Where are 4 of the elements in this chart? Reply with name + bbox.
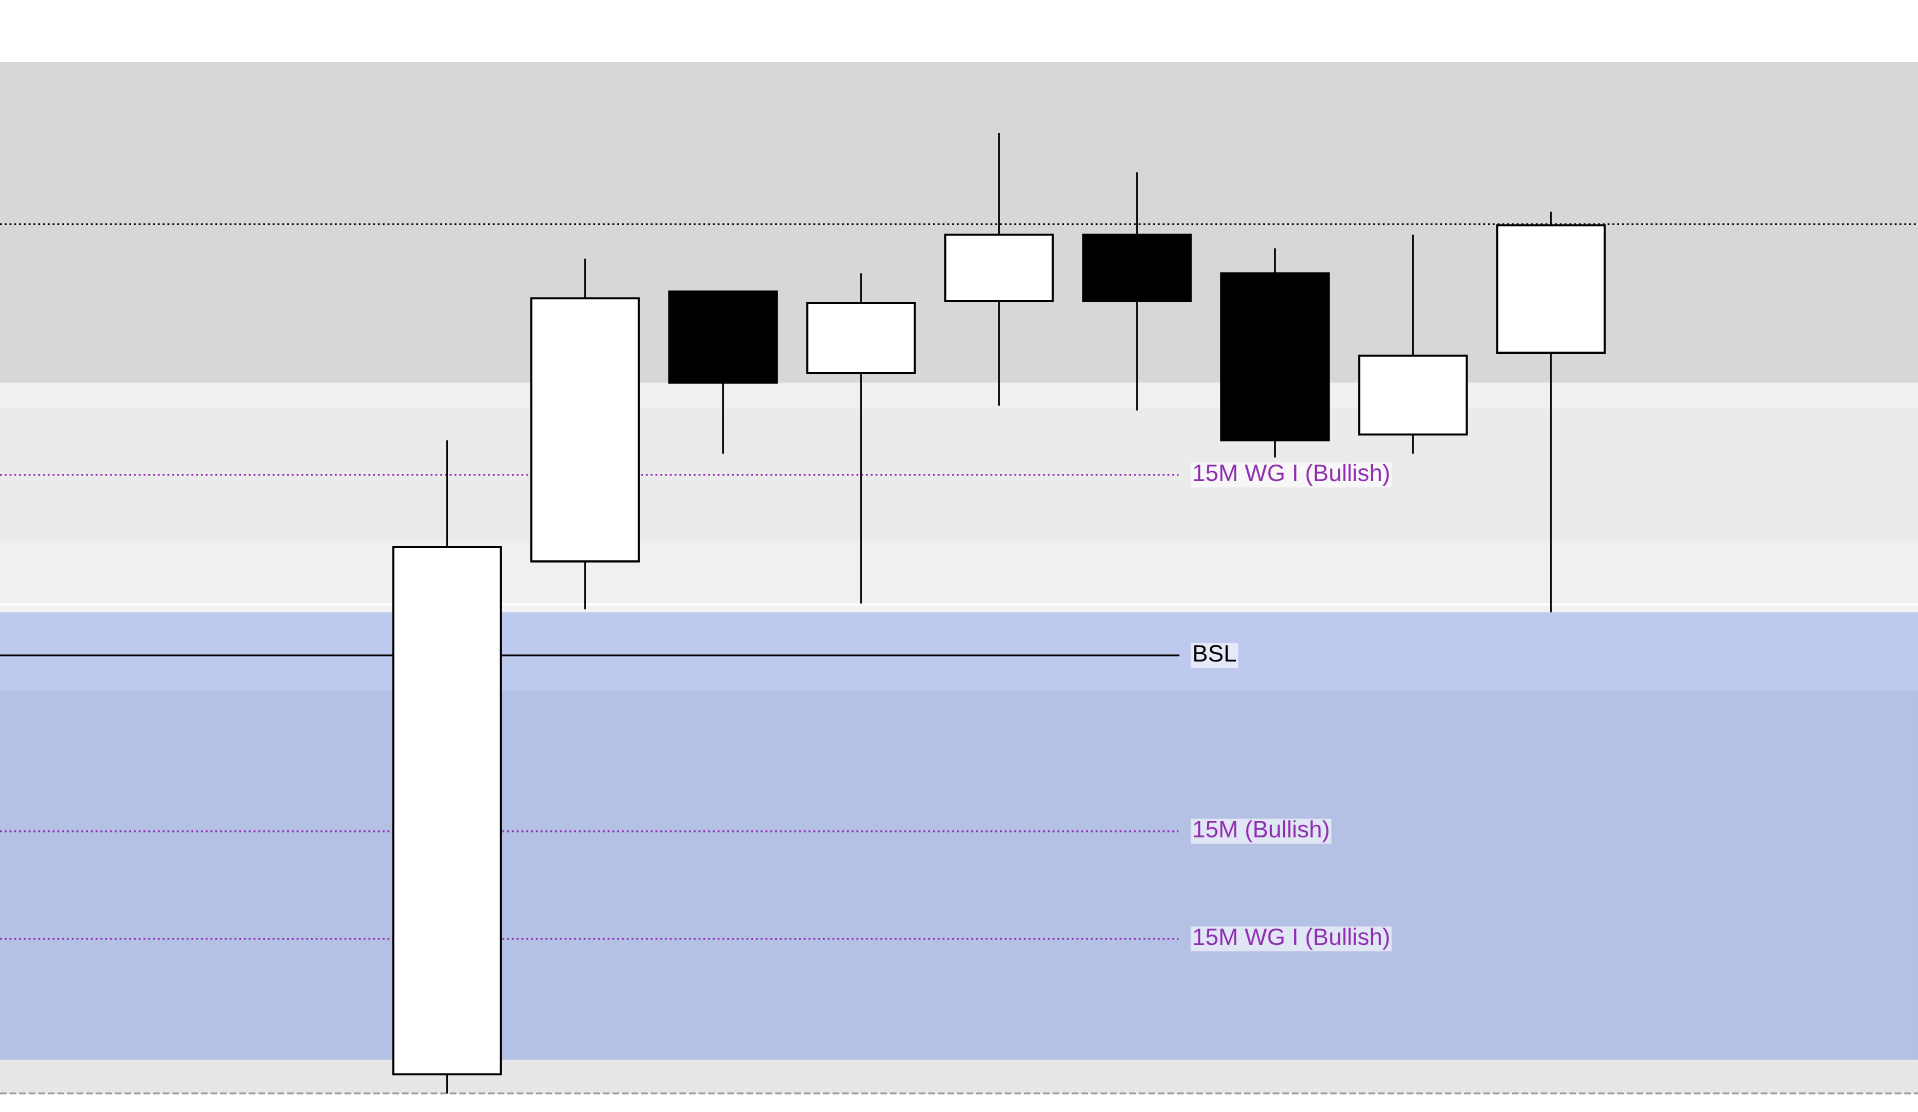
ref-line-label: 15M WG I (Bullish)	[1194, 927, 1389, 950]
ref-line-label: 15M WG I (Bullish)	[1194, 463, 1389, 486]
ref-line-label: BSL	[1194, 645, 1237, 662]
ref-line-label: 15M (Bullish)	[1194, 820, 1329, 843]
